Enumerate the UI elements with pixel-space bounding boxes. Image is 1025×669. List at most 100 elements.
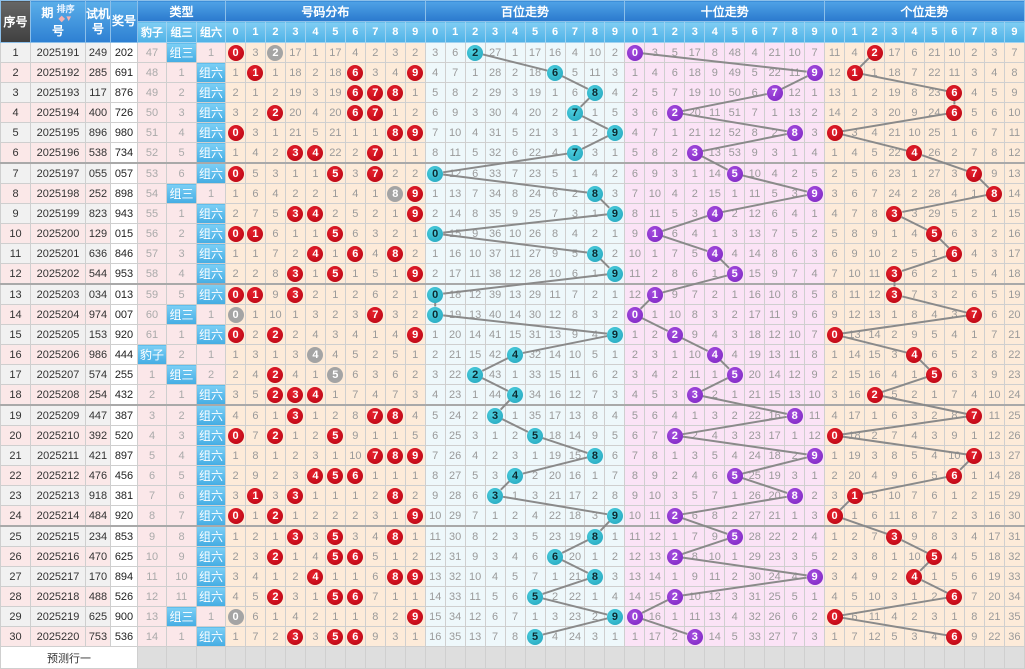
forecast-cell[interactable] bbox=[664, 646, 686, 669]
t-trend-cell: 25 bbox=[744, 465, 766, 486]
forecast-cell[interactable] bbox=[344, 646, 366, 669]
forecast-cell[interactable] bbox=[564, 646, 586, 669]
forecast-cell[interactable] bbox=[304, 646, 326, 669]
u-trend-cell: 28 bbox=[1003, 465, 1025, 486]
forecast-cell[interactable] bbox=[364, 646, 386, 669]
forecast-cell[interactable] bbox=[464, 646, 486, 669]
t-trend-cell: 14 bbox=[624, 586, 646, 607]
forecast-cell[interactable] bbox=[963, 646, 985, 669]
dist-ball: 3 bbox=[287, 528, 304, 545]
h-trend-cell: 1 bbox=[524, 445, 546, 466]
u-trend-cell: 5 bbox=[903, 445, 925, 466]
h-trend-cell: 6 bbox=[484, 606, 506, 627]
forecast-cell[interactable] bbox=[903, 646, 925, 669]
forecast-cell[interactable] bbox=[804, 646, 826, 669]
forecast-cell[interactable] bbox=[844, 646, 866, 669]
dist-cell: 3 bbox=[324, 324, 346, 345]
h-trend-cell: 10 bbox=[504, 223, 526, 244]
type-miss-cell: 49 bbox=[137, 82, 167, 103]
u-trend-cell: 12 bbox=[864, 283, 885, 305]
dist-cell: 9 bbox=[264, 283, 286, 305]
forecast-cell[interactable] bbox=[923, 646, 945, 669]
h-trend-cell: 11 bbox=[464, 263, 486, 285]
forecast-cell[interactable] bbox=[644, 646, 666, 669]
t-trend-cell: 8 bbox=[684, 304, 706, 325]
forecast-cell[interactable] bbox=[195, 646, 227, 669]
forecast-cell[interactable] bbox=[624, 646, 646, 669]
dist-cell: 2 bbox=[404, 364, 426, 385]
t-trend-cell: 8 bbox=[784, 283, 806, 305]
seq-cell: 30 bbox=[0, 626, 31, 647]
forecast-cell[interactable] bbox=[524, 646, 546, 669]
t-trend-cell: 10 bbox=[664, 304, 686, 325]
forecast-cell[interactable] bbox=[784, 646, 806, 669]
t-trend-cell: 8 bbox=[784, 404, 806, 426]
forecast-cell[interactable] bbox=[504, 646, 526, 669]
forecast-cell[interactable] bbox=[324, 646, 346, 669]
issue-cell: 2025194 bbox=[30, 102, 86, 123]
forecast-cell[interactable] bbox=[764, 646, 786, 669]
forecast-cell[interactable] bbox=[384, 646, 406, 669]
dist-cell: 3 bbox=[284, 263, 306, 285]
dist-ball: 8 bbox=[387, 447, 404, 464]
header-issue[interactable]: 期 排序 ◆▼ 号 bbox=[30, 0, 86, 43]
forecast-cell[interactable] bbox=[824, 646, 846, 669]
forecast-cell[interactable] bbox=[404, 646, 426, 669]
forecast-cell[interactable] bbox=[245, 646, 266, 669]
u-trend-cell: 15 bbox=[983, 485, 1005, 506]
forecast-cell[interactable] bbox=[943, 646, 965, 669]
issue-cell: 2025214 bbox=[30, 505, 86, 527]
dist-cell: 3 bbox=[384, 304, 406, 325]
t-trend-cell: 9 bbox=[804, 62, 826, 83]
u-trend-cell: 1 bbox=[824, 142, 846, 164]
u-trend-ball: 3 bbox=[886, 286, 903, 303]
seq-cell: 26 bbox=[0, 546, 31, 567]
header-dist-digit-7: 7 bbox=[364, 21, 386, 43]
forecast-cell[interactable] bbox=[864, 646, 885, 669]
forecast-cell[interactable] bbox=[544, 646, 566, 669]
forecast-cell[interactable] bbox=[166, 646, 197, 669]
t-trend-cell: 2 bbox=[704, 283, 726, 305]
t-trend-ball: 3 bbox=[686, 628, 703, 645]
forecast-cell[interactable] bbox=[444, 646, 466, 669]
header-units: 个位走势 bbox=[824, 0, 1025, 22]
forecast-cell[interactable] bbox=[284, 646, 306, 669]
type-miss-cell: 5 bbox=[166, 283, 197, 305]
h-trend-cell: 2 bbox=[464, 404, 486, 426]
h-trend-cell: 4 bbox=[584, 162, 606, 184]
forecast-cell[interactable] bbox=[684, 646, 706, 669]
forecast-cell[interactable] bbox=[724, 646, 746, 669]
forecast-cell[interactable] bbox=[1003, 646, 1025, 669]
h-trend-cell: 7 bbox=[464, 505, 486, 527]
u-trend-cell: 0 bbox=[824, 606, 846, 627]
forecast-cell[interactable] bbox=[424, 646, 446, 669]
forecast-cell[interactable] bbox=[484, 646, 506, 669]
forecast-cell[interactable] bbox=[264, 646, 286, 669]
t-trend-cell: 6 bbox=[684, 505, 706, 527]
dist-cell: 6 bbox=[245, 606, 266, 627]
u-trend-cell: 6 bbox=[943, 223, 965, 244]
type-hit-cell: 组六 bbox=[195, 122, 227, 143]
dist-cell: 2 bbox=[264, 546, 286, 567]
t-trend-cell: 0 bbox=[624, 304, 646, 325]
h-trend-cell: 16 bbox=[424, 626, 446, 647]
dist-cell: 2 bbox=[245, 102, 266, 123]
forecast-cell[interactable] bbox=[137, 646, 167, 669]
u-trend-cell: 4 bbox=[844, 42, 866, 63]
forecast-cell[interactable] bbox=[983, 646, 1005, 669]
t-trend-cell: 11 bbox=[704, 102, 726, 123]
type-miss-cell: 3 bbox=[166, 425, 197, 446]
u-trend-cell: 6 bbox=[983, 102, 1005, 123]
forecast-cell[interactable] bbox=[604, 646, 626, 669]
forecast-cell[interactable] bbox=[225, 646, 246, 669]
forecast-cell[interactable] bbox=[884, 646, 905, 669]
forecast-cell[interactable] bbox=[744, 646, 766, 669]
dist-cell: 5 bbox=[344, 344, 366, 365]
u-trend-ball: 0 bbox=[826, 608, 843, 625]
t-trend-cell: 1 bbox=[624, 324, 646, 345]
h-trend-cell: 3 bbox=[484, 404, 506, 426]
forecast-cell[interactable] bbox=[704, 646, 726, 669]
issue-cell: 2025218 bbox=[30, 586, 86, 607]
forecast-cell[interactable] bbox=[584, 646, 606, 669]
sort-button[interactable]: 排序 ◆▼ bbox=[57, 4, 75, 24]
